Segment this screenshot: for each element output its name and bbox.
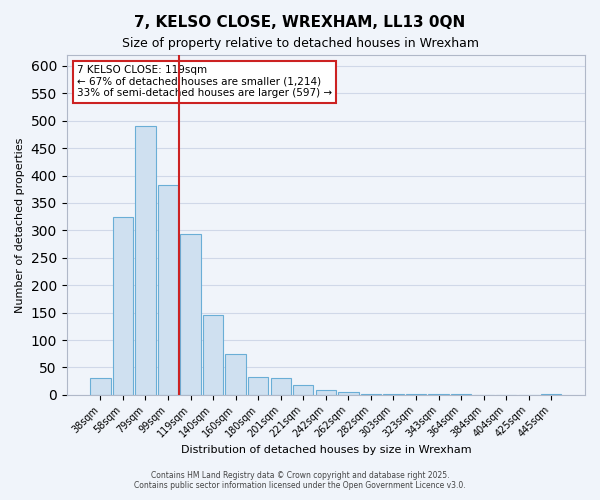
Text: 7 KELSO CLOSE: 119sqm
← 67% of detached houses are smaller (1,214)
33% of semi-d: 7 KELSO CLOSE: 119sqm ← 67% of detached … — [77, 65, 332, 98]
Bar — [361, 394, 381, 395]
Bar — [271, 378, 291, 395]
Bar — [158, 185, 178, 395]
Bar — [316, 390, 336, 395]
Bar — [428, 394, 449, 395]
Bar — [451, 394, 471, 395]
Y-axis label: Number of detached properties: Number of detached properties — [15, 137, 25, 312]
Bar — [406, 394, 426, 395]
Bar — [226, 354, 246, 395]
Bar — [136, 126, 155, 395]
Bar — [338, 392, 359, 395]
Bar — [90, 378, 110, 395]
Text: Contains HM Land Registry data © Crown copyright and database right 2025.
Contai: Contains HM Land Registry data © Crown c… — [134, 470, 466, 490]
Bar — [541, 394, 562, 395]
Bar — [248, 378, 268, 395]
Bar — [113, 216, 133, 395]
Bar — [203, 316, 223, 395]
Text: 7, KELSO CLOSE, WREXHAM, LL13 0QN: 7, KELSO CLOSE, WREXHAM, LL13 0QN — [134, 15, 466, 30]
Bar — [181, 234, 200, 395]
X-axis label: Distribution of detached houses by size in Wrexham: Distribution of detached houses by size … — [181, 445, 471, 455]
Bar — [293, 386, 313, 395]
Bar — [383, 394, 404, 395]
Text: Size of property relative to detached houses in Wrexham: Size of property relative to detached ho… — [121, 38, 479, 51]
